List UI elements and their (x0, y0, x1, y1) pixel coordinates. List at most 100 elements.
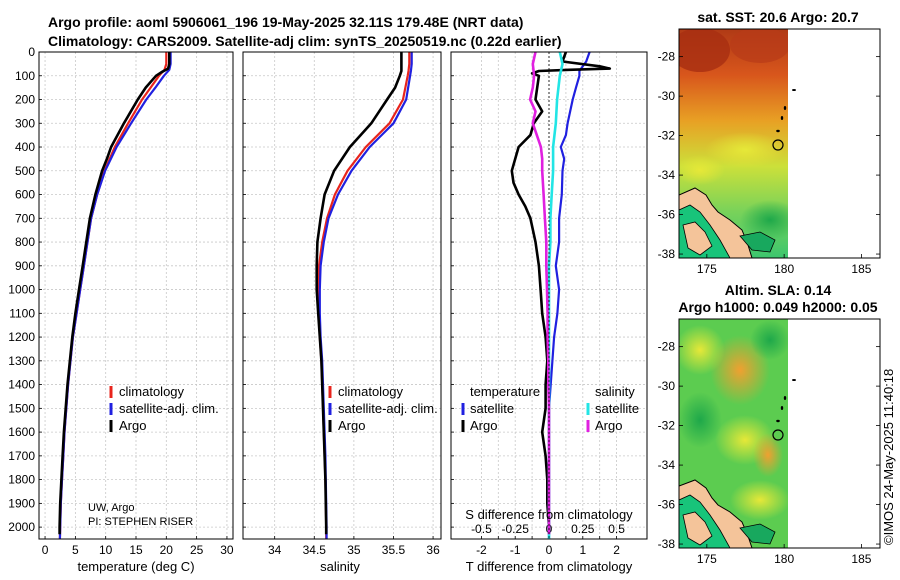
y-tick-label: 1300 (8, 354, 35, 368)
series-line-s-satellite (547, 51, 564, 539)
x-tick-label-S: -0.25 (502, 522, 530, 536)
x-tick-label-S: -0.5 (471, 522, 492, 536)
figure-title-line1: Argo profile: aoml 5906061_196 19-May-20… (48, 14, 523, 30)
y-tick-label: 1600 (8, 425, 35, 439)
imos-stamp: ©IMOS 24-May-2025 11:40:18 (881, 369, 896, 545)
legend-satellite-label: satellite-adj. clim. (119, 401, 219, 416)
x-tick-label: 1 (579, 543, 586, 557)
legend-argo-label: Argo (119, 418, 146, 433)
x-tick-label: 36 (426, 543, 440, 557)
axes-frame (242, 51, 442, 540)
y-tick-label: 2000 (8, 520, 35, 534)
figure-title-line2: Climatology: CARS2009. Satellite-adj cli… (48, 33, 562, 49)
sst-map-title: sat. SST: 20.6 Argo: 20.7 (697, 9, 859, 25)
y-tick-label: 1200 (8, 330, 35, 344)
salinity-panel: 34 34.5 35 35.5 36 (242, 51, 442, 557)
x-tick-label-S: 0.5 (608, 522, 625, 536)
y-tick-label: 0 (28, 45, 35, 59)
x-tick-label: 10 (99, 543, 113, 557)
y-tick-label: 1000 (8, 283, 35, 297)
x-tick-label: 5 (72, 543, 79, 557)
note-line-1: UW, Argo (88, 502, 134, 514)
legend-T-satellite-label: satellite (470, 401, 514, 416)
map-y-tick-label: -38 (658, 537, 676, 551)
y-tick-label: 500 (15, 164, 35, 178)
y-tick-label: 1500 (8, 401, 35, 415)
sla-argo-marker (772, 429, 784, 441)
x-tick-label: 34.5 (303, 543, 327, 557)
map-y-tick-label: -28 (658, 50, 676, 64)
difference-panel: -2 -1 0 1 2-0.5 -0.25 0 0.25 0.5 (450, 51, 648, 557)
temperature-legend: climatology satellite-adj. clim. Argo (109, 384, 219, 433)
legend-climatology-label: climatology (338, 384, 404, 399)
series-line-climatology (317, 52, 411, 539)
difference-legend-salinity: salinity satellite Argo (586, 384, 639, 433)
axes-frame (38, 51, 234, 540)
legend-climatology-label: climatology (119, 384, 185, 399)
series-line-satellite-adj-clim- (318, 52, 413, 539)
x-tick-label: -1 (510, 543, 521, 557)
y-tick-label: 700 (15, 211, 35, 225)
legend-T-argo-label: Argo (470, 418, 497, 433)
map-y-tick-label: -32 (658, 419, 676, 433)
map-y-tick-label: -32 (658, 129, 676, 143)
x-tick-label: 15 (129, 543, 143, 557)
x-tick-label: 0 (42, 543, 49, 557)
y-tick-label: 800 (15, 235, 35, 249)
sst-argo-marker (772, 139, 784, 151)
sst-islands (776, 89, 796, 133)
x-tick-label: 35 (347, 543, 361, 557)
map-y-tick-label: -30 (658, 379, 676, 393)
map-y-tick-label: -36 (658, 498, 676, 512)
x-tick-label: 35.5 (382, 543, 406, 557)
y-tick-label: 100 (15, 69, 35, 83)
x-tick-label: 34 (268, 543, 282, 557)
map-y-tick-label: -36 (658, 208, 676, 222)
salinity-xlabel: salinity (320, 559, 360, 574)
map-x-tick-label: 175 (697, 262, 717, 276)
legend-temperature-title: temperature (470, 384, 540, 399)
y-tick-label: 1400 (8, 378, 35, 392)
note-line-2: PI: STEPHEN RISER (88, 516, 193, 528)
map-y-tick-label: -30 (658, 89, 676, 103)
legend-satellite-label: satellite-adj. clim. (338, 401, 438, 416)
legend-argo-label: Argo (338, 418, 365, 433)
x-tick-label: 25 (190, 543, 204, 557)
map-y-tick-label: -28 (658, 340, 676, 354)
x-tick-label-S: 0.25 (571, 522, 595, 536)
difference-xlabel-T: T difference from climatology (466, 559, 633, 574)
legend-salinity-title: salinity (595, 384, 635, 399)
map-y-tick-label: -38 (658, 247, 676, 261)
map-x-tick-label: 185 (851, 552, 871, 566)
map-y-tick-label: -34 (658, 458, 676, 472)
series-line-s-argo (528, 51, 551, 535)
series-line-argo (58, 52, 171, 535)
axes-frame (450, 51, 648, 540)
series-line-satellite-adj-clim- (58, 52, 172, 540)
map-x-tick-label: 185 (851, 262, 871, 276)
y-tick-label: 1900 (8, 496, 35, 510)
x-tick-label: -2 (476, 543, 487, 557)
y-tick-label: 600 (15, 188, 35, 202)
sst-field (679, 29, 788, 258)
sla-map-title: Altim. SLA: 0.14 (725, 282, 832, 298)
y-tick-label: 900 (15, 259, 35, 273)
y-tick-label: 1700 (8, 449, 35, 463)
y-tick-label: 1800 (8, 473, 35, 487)
map-y-tick-label: -34 (658, 168, 676, 182)
y-tick-label: 400 (15, 140, 35, 154)
map-ticks: 175 180 185 -28 -30 -32 -34 -36 -38 175 180 185 -28 -… (658, 50, 880, 566)
sla-map-subtitle: Argo h1000: 0.049 h2000: 0.05 (678, 299, 877, 315)
x-tick-label: 2 (613, 543, 620, 557)
x-tick-label: 0 (546, 543, 553, 557)
series-line-t-argo (510, 51, 612, 535)
y-tick-label: 1100 (9, 306, 35, 320)
sst-map: sat. SST: 20.6 Argo: 20.7 (678, 9, 881, 259)
temperature-panel: 0100200300400500600700800900100011001200… (8, 45, 234, 557)
map-x-tick-label: 175 (697, 552, 717, 566)
legend-S-satellite-label: satellite (595, 401, 639, 416)
difference-legend-temperature: temperature satellite Argo (461, 384, 540, 433)
y-tick-label: 300 (15, 116, 35, 130)
series-line-climatology (58, 52, 168, 540)
